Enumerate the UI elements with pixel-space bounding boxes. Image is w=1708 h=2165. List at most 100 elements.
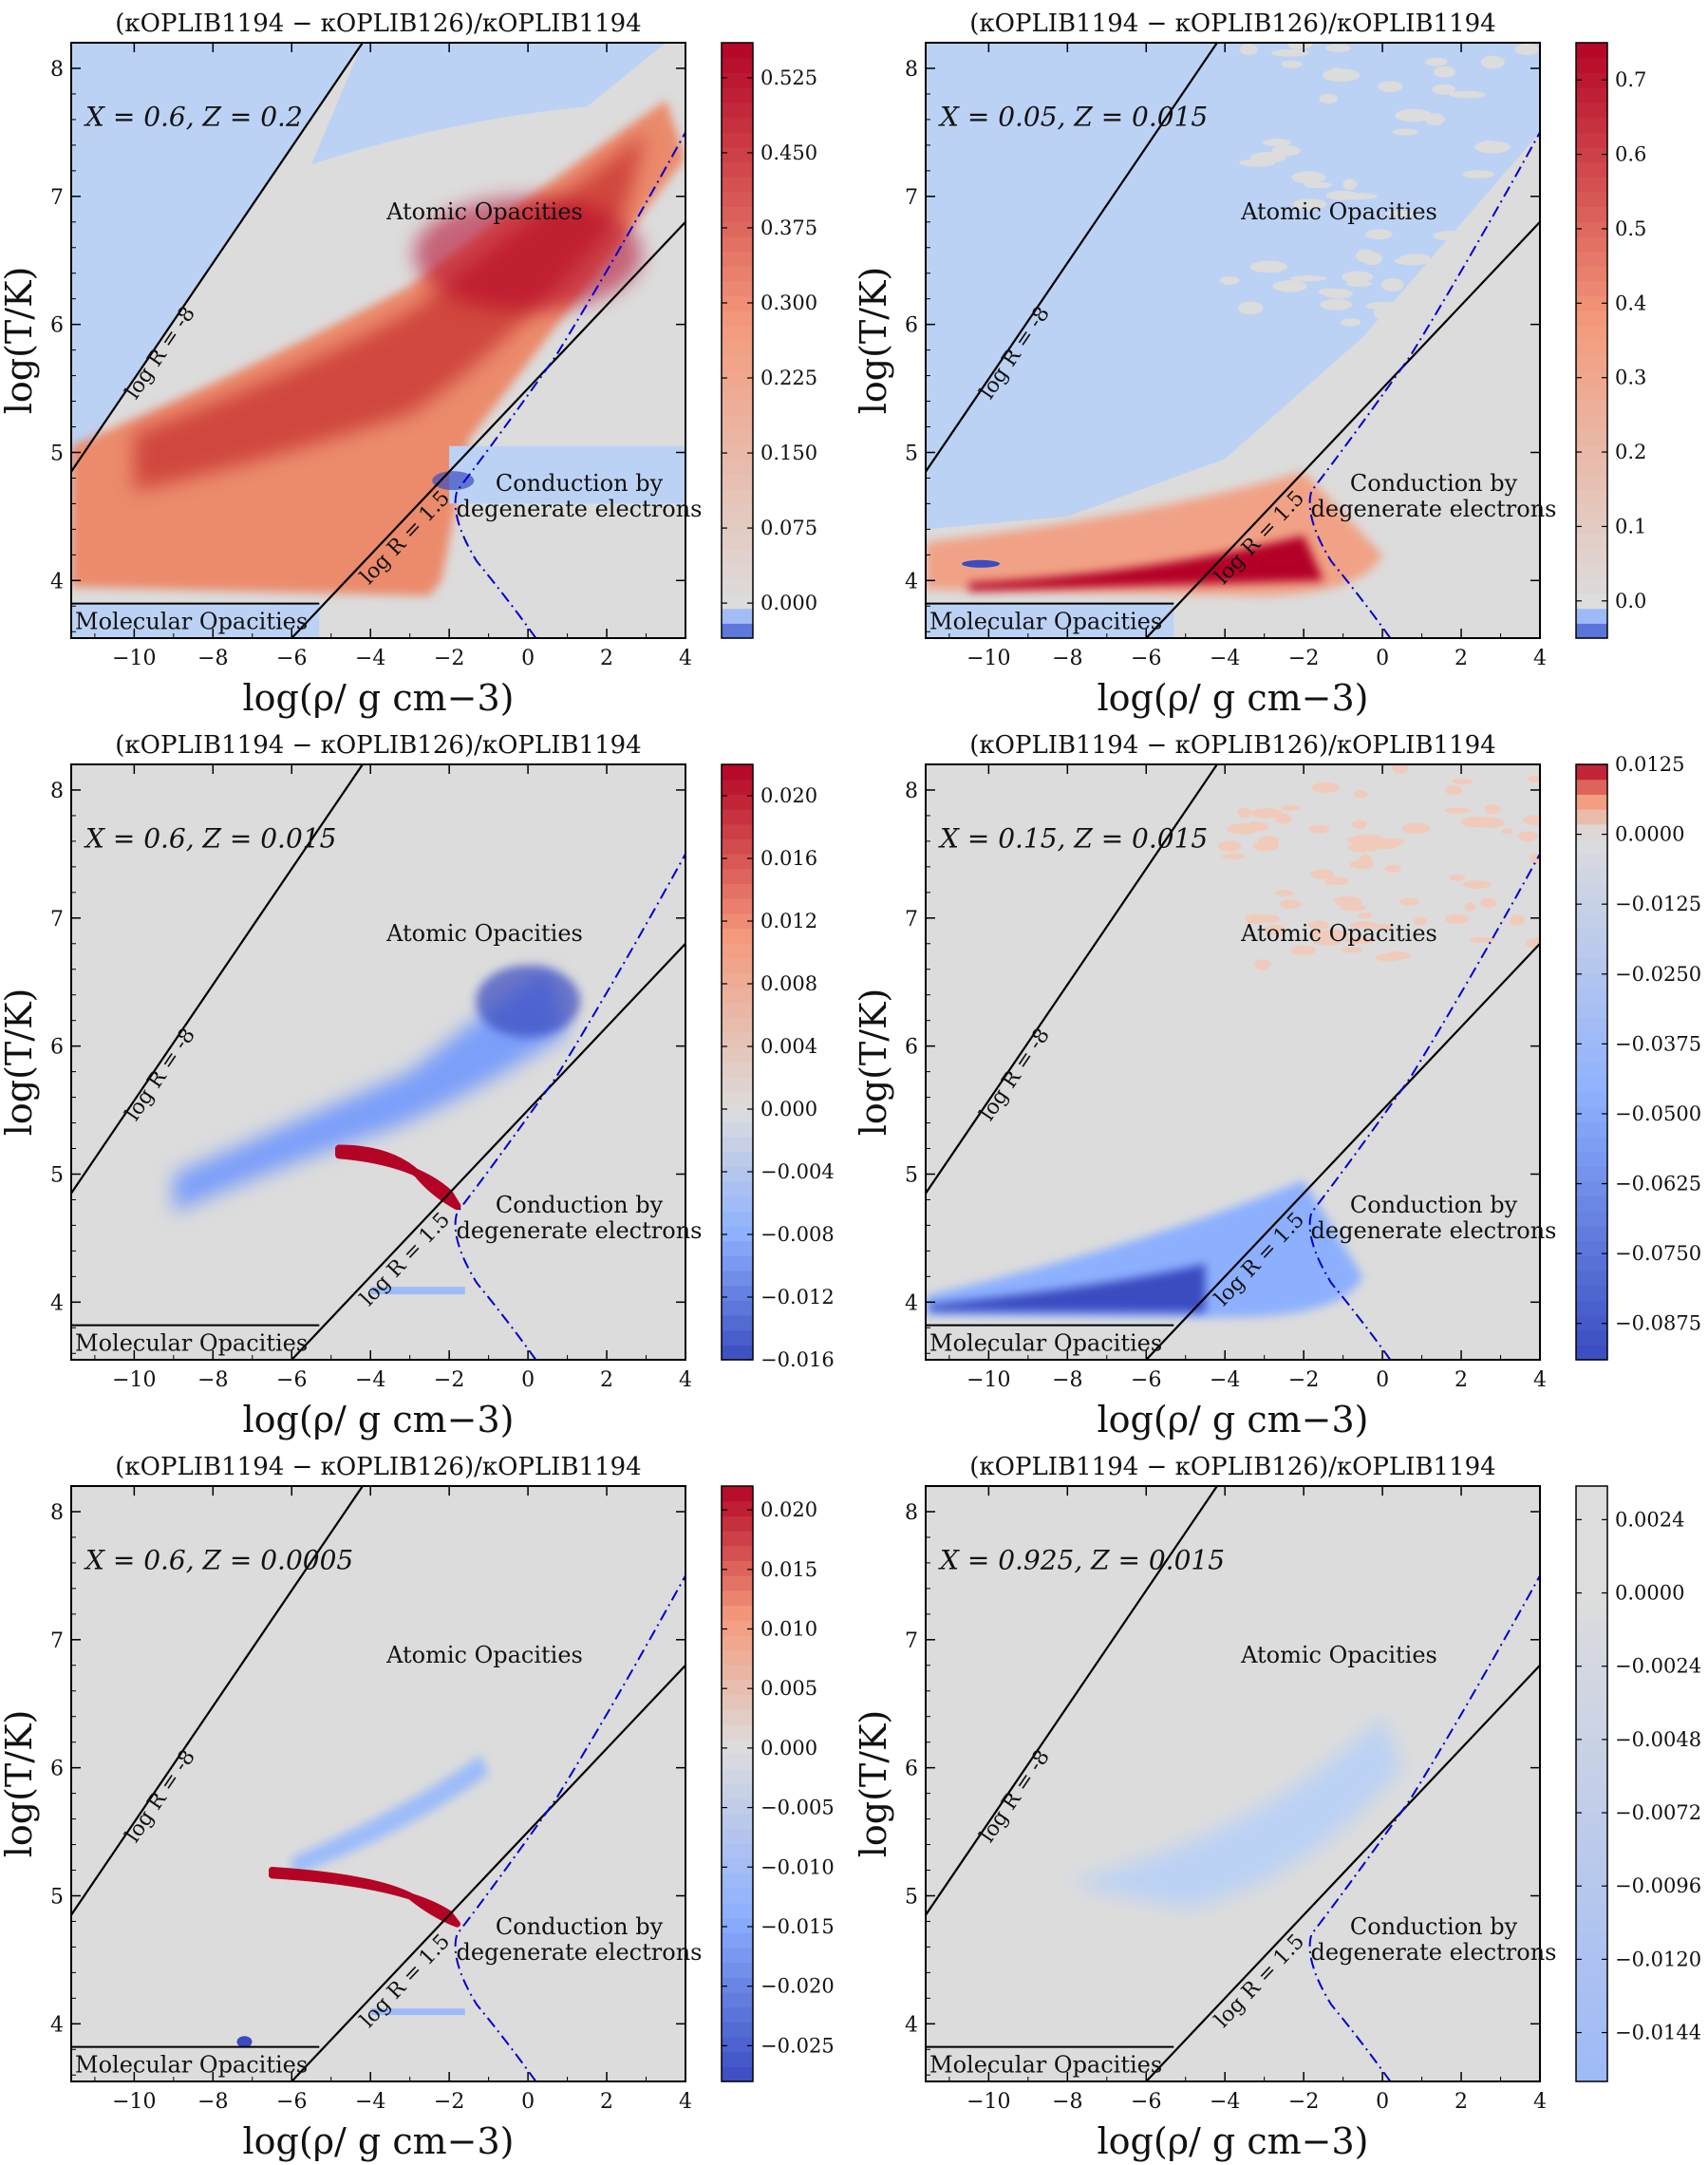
- colorbar-segment: [722, 1486, 753, 1501]
- speckle: [1395, 109, 1432, 122]
- colorbar-segment: [722, 838, 753, 854]
- speckle: [1341, 318, 1361, 326]
- colorbar-segment: [722, 1829, 753, 1844]
- colorbar-segment: [722, 504, 753, 519]
- colorbar-segment: [722, 1754, 753, 1769]
- speckle: [1481, 56, 1505, 68]
- colorbar-segment: [722, 1501, 753, 1516]
- colorbar-segment: [1576, 43, 1607, 58]
- colorbar-tick-label: −0.0120: [1615, 1948, 1701, 1970]
- colorbar-segment: [1576, 1694, 1607, 1709]
- x-tick-label: −6: [1131, 647, 1161, 670]
- speckle: [1444, 808, 1470, 814]
- colorbar-segment: [722, 1181, 753, 1196]
- colorbar-segment: [1576, 489, 1607, 504]
- y-axis-label: log(T/K): [853, 1710, 894, 1858]
- colorbar-segment: [1576, 794, 1607, 809]
- x-tick-label: −10: [967, 2090, 1010, 2114]
- annotation-conduction: Conduction by: [496, 1192, 664, 1218]
- y-tick-label: 6: [905, 1036, 918, 1060]
- colorbar-tick-label: 0.3: [1615, 367, 1646, 389]
- colorbar-segment: [722, 72, 753, 87]
- y-tick-label: 8: [905, 58, 918, 82]
- panel-title: (κOPLIB1194 − κOPLIB126)/κOPLIB1194: [969, 731, 1495, 760]
- colorbar-segment: [1576, 534, 1607, 549]
- colorbar-segment: [1576, 1754, 1607, 1769]
- colorbar-segment: [722, 1330, 753, 1346]
- x-tick-label: 0: [521, 1368, 535, 1392]
- speckle: [1360, 854, 1372, 863]
- colorbar-segment: [722, 1888, 753, 1903]
- colorbar-segment: [1576, 1546, 1607, 1561]
- colorbar-segment: [1576, 1047, 1607, 1063]
- colorbar-tick-label: 0.0024: [1615, 1508, 1684, 1531]
- speckle: [1510, 277, 1531, 284]
- x-tick-label: −4: [355, 1368, 385, 1392]
- speckle: [1254, 959, 1270, 970]
- y-axis-label: log(T/K): [853, 267, 894, 415]
- colorbar-segment: [722, 1903, 753, 1918]
- speckle: [1352, 819, 1367, 828]
- colorbar-segment: [1576, 1829, 1607, 1844]
- x-tick-label: −8: [197, 1368, 228, 1392]
- colorbar-tick-label: −0.016: [760, 1348, 835, 1371]
- y-tick-label: 5: [905, 1885, 918, 1909]
- x-tick-label: −2: [1288, 1368, 1319, 1392]
- colorbar-segment: [1576, 1345, 1607, 1360]
- colorbar-segment: [1576, 386, 1607, 401]
- colorbar-tick-label: −0.004: [760, 1160, 835, 1183]
- speckle: [1427, 277, 1448, 290]
- spot-negative: [432, 471, 474, 490]
- colorbar-segment: [1576, 1300, 1607, 1315]
- colorbar-segment: [722, 1575, 753, 1591]
- speckle: [1366, 302, 1401, 311]
- panel-1: −10 −8 −6 −4 −2 0 2 445678log(ρ/ g cm−3)log(T/K…: [0, 9, 817, 719]
- colorbar-segment: [722, 1977, 753, 1992]
- colorbar-segment: [1576, 1107, 1607, 1122]
- composition-label: X = 0.6, Z = 0.0005: [84, 1545, 353, 1576]
- colorbar-tick-label: 0.008: [760, 972, 817, 995]
- speckle: [1319, 289, 1342, 295]
- speckle: [1450, 91, 1486, 98]
- speckle: [1519, 200, 1546, 209]
- colorbar: −0.0144−0.0120−0.0096−0.0072−0.0048−0.00…: [1576, 1486, 1701, 2082]
- speckle: [1358, 913, 1372, 918]
- colorbar-tick-label: 0.5: [1615, 217, 1646, 240]
- colorbar-segment: [1576, 1724, 1607, 1740]
- speckle: [1445, 913, 1469, 924]
- speckle: [1449, 875, 1465, 881]
- colorbar-segment: [1576, 1963, 1607, 1978]
- colorbar-segment: [1576, 326, 1607, 341]
- annotation-molecular: Molecular Opacities: [75, 1330, 308, 1357]
- colorbar-segment: [722, 236, 753, 252]
- colorbar-segment: [1576, 1077, 1607, 1092]
- colorbar-segment: [1576, 1620, 1607, 1635]
- colorbar-segment: [1576, 132, 1607, 147]
- x-tick-label: 0: [1376, 647, 1389, 670]
- x-tick-label: 2: [600, 647, 613, 670]
- colorbar-segment: [1576, 1486, 1607, 1501]
- colorbar-segment: [722, 1077, 753, 1092]
- colorbar-segment: [1576, 236, 1607, 252]
- colorbar-segment: [722, 1739, 753, 1754]
- colorbar-tick-label: 0.0: [1615, 590, 1646, 612]
- colorbar-segment: [1576, 1709, 1607, 1724]
- y-tick-label: 8: [50, 1501, 64, 1525]
- colorbar-tick-label: −0.0875: [1615, 1312, 1701, 1335]
- panel-title: (κOPLIB1194 − κOPLIB126)/κOPLIB1194: [969, 1453, 1495, 1481]
- y-tick-label: 8: [905, 1501, 918, 1525]
- x-tick-label: 2: [1455, 2090, 1468, 2114]
- colorbar-segment: [722, 58, 753, 73]
- speckle: [1393, 129, 1418, 136]
- speckle: [1273, 280, 1307, 292]
- colorbar-segment: [722, 2022, 753, 2037]
- colorbar-segment: [722, 192, 753, 207]
- x-tick-label: 0: [521, 647, 535, 670]
- speckle: [1511, 914, 1525, 926]
- speckle: [1347, 836, 1372, 844]
- x-tick-label: −8: [197, 2090, 228, 2114]
- colorbar-segment: [722, 1649, 753, 1665]
- colorbar-segment: [722, 1137, 753, 1152]
- spot-negative: [236, 2036, 252, 2047]
- colorbar-segment: [722, 623, 753, 638]
